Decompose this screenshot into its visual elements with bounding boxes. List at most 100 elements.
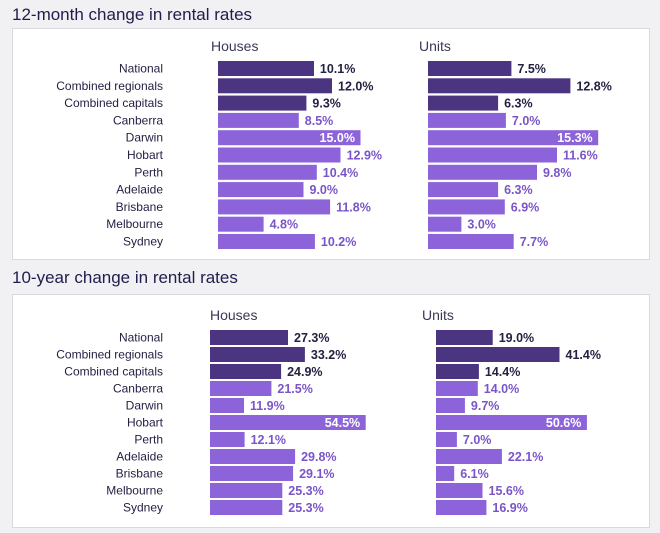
bar: [218, 182, 304, 198]
data-label: 54.5%: [325, 416, 360, 430]
bar: [210, 500, 283, 515]
data-label: 10.2%: [321, 235, 356, 249]
bar: [436, 347, 560, 362]
bar: [210, 449, 296, 464]
category-label: National: [119, 331, 163, 345]
data-label: 15.6%: [489, 484, 524, 498]
bar: [436, 415, 587, 430]
bar: [436, 364, 479, 379]
chart-2-panel: National Combined regionals Combined capit…: [12, 294, 650, 528]
bar: [210, 364, 282, 379]
category-label: Adelaide: [116, 450, 163, 464]
data-label: 11.9%: [250, 399, 285, 413]
bar: [428, 199, 505, 215]
bar: [218, 147, 341, 163]
bar: [428, 78, 571, 94]
category-label: Melbourne: [106, 217, 163, 231]
bar: [210, 398, 244, 413]
bar: [210, 466, 294, 481]
data-label: 24.9%: [287, 365, 322, 379]
data-label: 15.3%: [557, 131, 592, 145]
chart-2-title: 10-year change in rental rates: [12, 268, 238, 287]
data-label: 3.0%: [467, 218, 496, 232]
bar: [210, 415, 366, 430]
category-label: Adelaide: [116, 183, 163, 197]
data-label: 6.9%: [511, 200, 540, 214]
data-label: 4.8%: [270, 218, 299, 232]
data-label: 6.3%: [504, 97, 532, 111]
data-label: 7.0%: [512, 114, 541, 128]
bar: [436, 398, 465, 413]
data-label: 16.9%: [492, 501, 527, 515]
bar: [218, 164, 317, 180]
bar: [428, 61, 512, 76]
bar: [210, 381, 272, 396]
data-label: 14.4%: [485, 365, 520, 379]
bar: [436, 466, 455, 481]
bar: [436, 449, 502, 464]
bar: [218, 199, 331, 215]
data-label: 11.8%: [336, 200, 371, 214]
bar: [428, 112, 506, 128]
data-label: 33.2%: [311, 348, 346, 362]
data-label: 7.7%: [520, 235, 549, 249]
data-label: 15.0%: [320, 131, 355, 145]
bar: [436, 381, 478, 396]
data-label: 10.1%: [320, 62, 355, 76]
data-label: 29.1%: [299, 467, 334, 481]
series-header: Houses: [211, 38, 258, 54]
data-label: 22.1%: [508, 450, 543, 464]
data-label: 9.3%: [312, 97, 341, 111]
bar: [428, 95, 499, 111]
category-label: National: [119, 62, 163, 76]
bar: [428, 130, 599, 146]
bar: [218, 95, 307, 111]
bar: [436, 500, 487, 515]
chart-2-svg: National Combined regionals Combined capit…: [56, 307, 601, 515]
data-label: 9.8%: [543, 166, 572, 180]
bar: [428, 164, 537, 180]
chart-1-title: 12-month change in rental rates: [12, 5, 253, 24]
category-label: Sydney: [123, 235, 163, 249]
data-label: 41.4%: [566, 348, 601, 362]
category-label: Darwin: [126, 131, 163, 145]
category-label: Melbourne: [106, 484, 163, 498]
data-label: 25.3%: [288, 501, 323, 515]
chart-1-panel: National Combined regionals Combined capit…: [12, 28, 650, 260]
data-label: 7.5%: [517, 62, 546, 76]
bar: [210, 330, 288, 345]
category-label: Darwin: [126, 399, 163, 413]
series-header: Houses: [210, 307, 257, 323]
bar: [428, 147, 557, 163]
bar: [428, 234, 514, 249]
bar: [218, 61, 314, 76]
category-label: Sydney: [123, 501, 163, 515]
bar: [436, 483, 483, 498]
data-label: 6.3%: [504, 183, 532, 197]
bar: [210, 347, 305, 362]
data-label: 50.6%: [546, 416, 581, 430]
bar: [210, 432, 245, 447]
data-label: 8.5%: [305, 114, 334, 128]
category-label: Brisbane: [116, 200, 164, 214]
data-label: 12.9%: [347, 149, 382, 163]
category-label: Hobart: [127, 148, 164, 162]
bar: [428, 216, 462, 232]
data-label: 12.8%: [576, 79, 611, 93]
data-label: 25.3%: [288, 484, 323, 498]
series-header: Units: [419, 38, 451, 54]
category-label: Hobart: [127, 416, 164, 430]
category-label: Combined regionals: [56, 348, 163, 362]
bar: [218, 216, 264, 232]
bar: [436, 432, 457, 447]
bar: [218, 130, 361, 146]
category-label: Combined regionals: [56, 79, 163, 93]
data-label: 14.0%: [484, 382, 519, 396]
data-label: 21.5%: [277, 382, 312, 396]
data-label: 10.4%: [323, 166, 358, 180]
bar: [218, 234, 315, 249]
bar: [210, 483, 283, 498]
category-label: Perth: [134, 165, 163, 179]
chart-1-svg: National Combined regionals Combined capit…: [56, 38, 612, 249]
category-label: Perth: [134, 433, 163, 447]
